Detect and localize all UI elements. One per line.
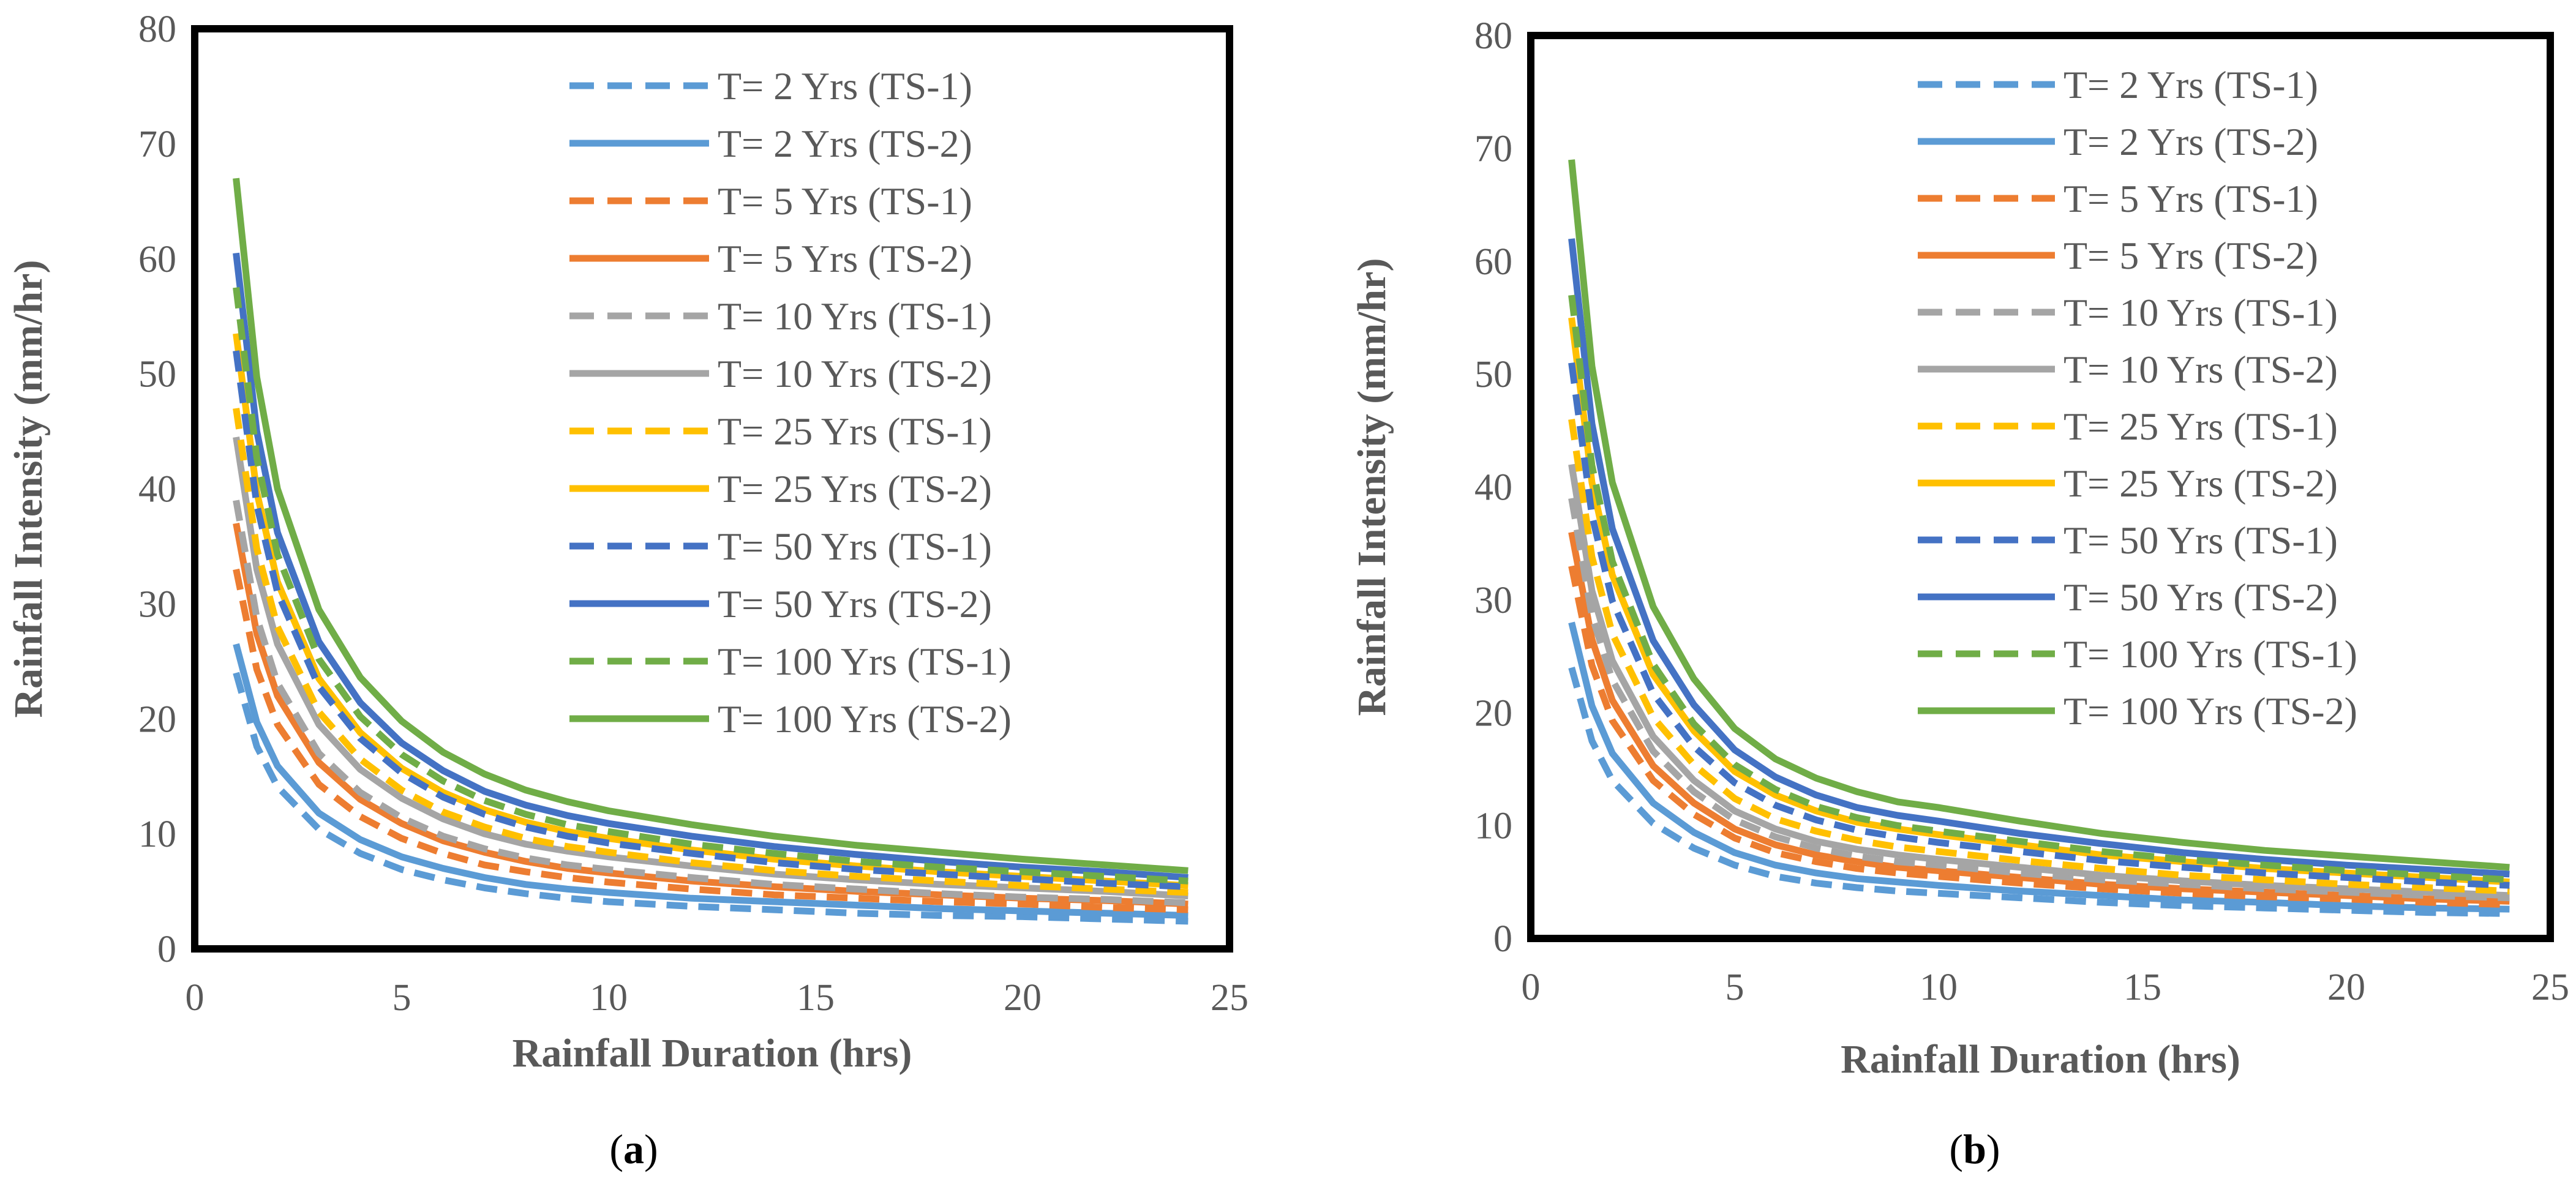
series-line	[233, 252, 1188, 881]
y-tick-label: 60	[1474, 241, 1512, 283]
legend: T= 2 Yrs (TS-1) T= 2 Yrs (TS-2) T= 5 Yrs (…	[569, 64, 1012, 741]
y-tick-label: 30	[138, 583, 176, 625]
y-tick-label: 0	[157, 929, 176, 970]
legend-entry: T= 10 Yrs (TS-1)	[2063, 291, 2338, 334]
x-tick-label: 0	[186, 977, 205, 1019]
panel-a-label: (a)	[609, 1126, 658, 1172]
legend-entry: T= 5 Yrs (TS-2)	[2063, 234, 2318, 277]
y-tick-label: 20	[1474, 692, 1512, 734]
legend-entry: T= 5 Yrs (TS-1)	[718, 179, 972, 223]
series-line	[1568, 565, 2510, 908]
legend-entry: T= 2 Yrs (TS-2)	[2063, 120, 2318, 163]
panel-a-chart: 0 10 20 30 40 50 60 70 80 0 5 10 15 20 25 Rainfall Dura…	[6, 9, 1249, 1076]
series-line	[233, 643, 1188, 919]
x-tick-label: 10	[1920, 967, 1958, 1008]
y-tick-label: 20	[138, 698, 176, 740]
series-line	[1568, 621, 2510, 913]
y-axis-title: Rainfall Intensity (mm/hr)	[6, 260, 51, 718]
legend-entry: T= 2 Yrs (TS-1)	[2063, 63, 2318, 107]
x-tick-label: 15	[797, 977, 835, 1019]
x-axis-title: Rainfall Duration (hrs)	[513, 1031, 912, 1076]
legend-entry: T= 100 Yrs (TS-2)	[2063, 689, 2357, 733]
series-line	[233, 672, 1188, 925]
y-tick-label: 50	[138, 354, 176, 395]
x-tick-label: 0	[1522, 967, 1541, 1008]
y-tick-label: 70	[138, 124, 176, 165]
legend-entry: T= 100 Yrs (TS-1)	[2063, 632, 2357, 676]
series-line	[233, 287, 1188, 885]
y-tick-label: 70	[1474, 128, 1512, 170]
y-axis-title: Rainfall Intensity (mm/hr)	[1350, 258, 1394, 716]
series-line	[1568, 294, 2510, 883]
y-tick-label: 0	[1493, 918, 1512, 960]
series-line	[1568, 419, 2510, 895]
legend-entry: T= 25 Yrs (TS-2)	[2063, 462, 2338, 505]
legend-entry: T= 25 Yrs (TS-2)	[718, 467, 992, 511]
y-tick-label: 10	[1474, 806, 1512, 847]
x-tick-label: 20	[1004, 977, 1042, 1019]
legend-entry: T= 10 Yrs (TS-2)	[718, 352, 992, 395]
y-tick-label: 40	[1474, 467, 1512, 509]
x-tick-label: 25	[2531, 967, 2569, 1008]
legend-entry: T= 10 Yrs (TS-2)	[2063, 348, 2338, 391]
series-line	[233, 568, 1188, 913]
series-line	[233, 178, 1188, 874]
series-line	[1568, 667, 2510, 917]
series-line	[1568, 159, 2510, 871]
series-line	[233, 350, 1188, 890]
legend-entry: T= 50 Yrs (TS-2)	[718, 582, 992, 626]
y-tick-label: 80	[138, 9, 176, 50]
x-tick-label: 5	[392, 977, 411, 1019]
legend-entry: T= 100 Yrs (TS-1)	[718, 640, 1012, 683]
x-tick-label: 20	[2327, 967, 2365, 1008]
y-tick-label: 40	[138, 469, 176, 511]
series-line	[1568, 238, 2510, 878]
legend: T= 2 Yrs (TS-1) T= 2 Yrs (TS-2) T= 5 Yrs (…	[1918, 63, 2357, 733]
legend-entry: T= 50 Yrs (TS-1)	[718, 525, 992, 568]
y-tick-label: 50	[1474, 354, 1512, 395]
legend-entry: T= 5 Yrs (TS-1)	[2063, 177, 2318, 220]
panel-b-label: (b)	[1949, 1126, 2000, 1172]
legend-entry: T= 10 Yrs (TS-1)	[718, 294, 992, 338]
legend-entry: T= 25 Yrs (TS-1)	[718, 410, 992, 453]
x-tick-label: 25	[1211, 977, 1249, 1019]
legend-entry: T= 25 Yrs (TS-1)	[2063, 405, 2338, 448]
y-tick-label: 60	[138, 239, 176, 280]
panel-b-chart: 0 10 20 30 40 50 60 70 80 0 5 10 15 20 25 Rainfall Dura…	[1350, 15, 2569, 1082]
series-line	[1568, 362, 2510, 889]
series-line	[1568, 463, 2510, 899]
y-tick-label: 10	[138, 814, 176, 855]
series-line	[233, 408, 1188, 896]
x-tick-label: 10	[590, 977, 628, 1019]
y-tick-label: 30	[1474, 580, 1512, 621]
x-axis-title: Rainfall Duration (hrs)	[1841, 1037, 2240, 1082]
legend-entry: T= 50 Yrs (TS-1)	[2063, 519, 2338, 562]
legend-entry: T= 50 Yrs (TS-2)	[2063, 575, 2338, 619]
legend-entry: T= 5 Yrs (TS-2)	[718, 237, 972, 280]
series-line	[1568, 497, 2510, 902]
y-tick-label: 80	[1474, 15, 1512, 57]
legend-entry: T= 2 Yrs (TS-2)	[718, 122, 972, 165]
x-tick-label: 15	[2124, 967, 2161, 1008]
legend-entry: T= 2 Yrs (TS-1)	[718, 64, 972, 108]
series-line	[233, 500, 1188, 907]
x-tick-label: 5	[1725, 967, 1744, 1008]
legend-entry: T= 100 Yrs (TS-2)	[718, 697, 1012, 741]
